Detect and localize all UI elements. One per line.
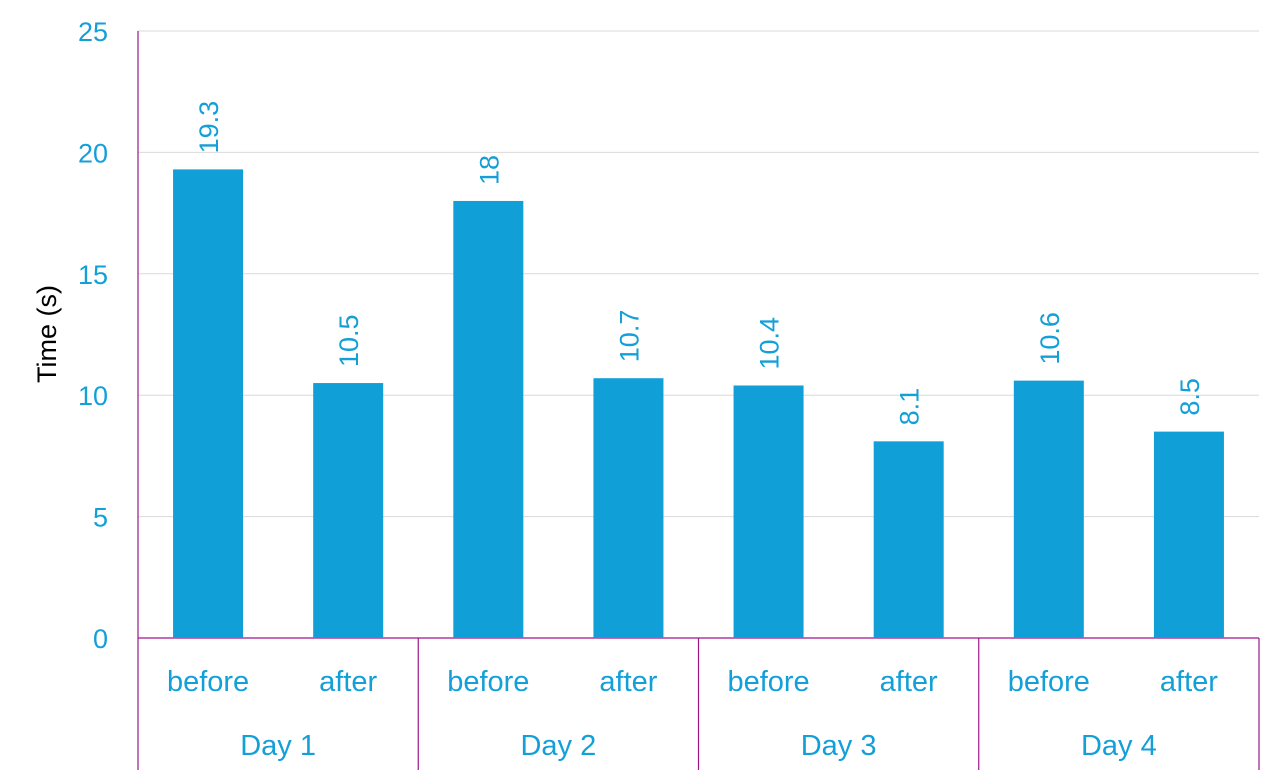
group-label: Day 4 [1081,730,1157,762]
x-tick-label: after [599,666,657,698]
x-tick-label: after [880,666,938,698]
gridlines [138,30,1259,518]
data-label: 10.7 [614,310,644,363]
bar [733,385,804,638]
data-label: 8.5 [1175,378,1205,416]
data-label: 8.1 [895,388,925,426]
bar [453,200,524,638]
y-axis-label: Time (s) [32,285,62,383]
data-label: 19.3 [194,101,224,154]
data-label: 10.4 [755,317,785,370]
bar [1153,431,1224,638]
y-tick-label: 15 [78,260,108,290]
y-tick-labels: 0 5 10 15 20 25 [78,17,108,654]
bar [313,383,384,638]
x-tick-label: before [727,666,809,698]
group-label: Day 2 [520,730,596,762]
y-tick-label: 0 [93,624,108,654]
data-label: 10.6 [1035,312,1065,365]
y-tick-label: 25 [78,17,108,47]
bar [173,169,244,638]
y-tick-label: 10 [78,381,108,411]
y-tick-label: 5 [93,503,108,533]
x-tick-label: before [1008,666,1090,698]
bars [173,169,1224,638]
group-label: Day 3 [801,730,877,762]
bar [873,441,944,638]
group-label: Day 1 [240,730,316,762]
data-labels: 19.3 10.5 18 10.7 10.4 8.1 10.6 8.5 [194,101,1205,425]
x-tick-label: before [447,666,529,698]
bar [1013,380,1084,638]
x-tick-label: after [1160,666,1218,698]
bar [593,378,664,638]
x-tick-label: before [167,666,249,698]
data-label: 18 [474,155,504,185]
data-label: 10.5 [334,314,364,367]
x-tick-label: after [319,666,377,698]
axes [137,31,1260,770]
x-category-labels: before after before after before after before a… [167,666,1218,762]
y-tick-label: 20 [78,138,108,168]
